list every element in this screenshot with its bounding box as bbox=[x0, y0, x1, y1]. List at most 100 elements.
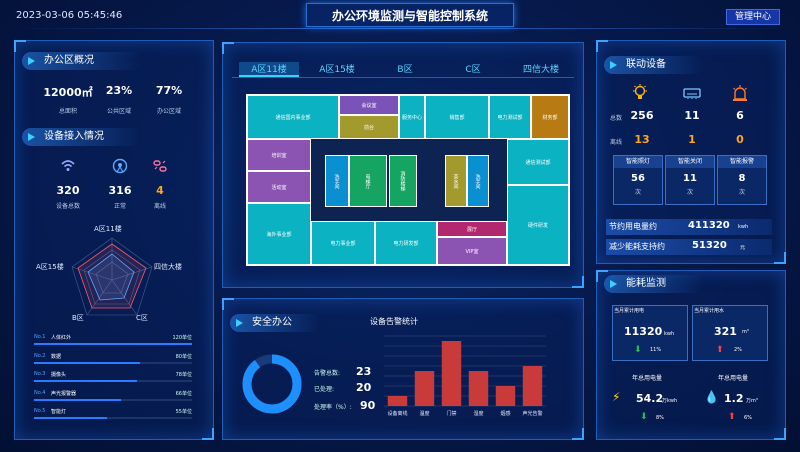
section-arrow-icon bbox=[28, 133, 35, 141]
card-header: 智能照灯 bbox=[614, 156, 662, 168]
tab-b[interactable]: B区 bbox=[397, 65, 413, 75]
ranking-no: No.2 bbox=[34, 352, 46, 359]
category-label: 湿度 bbox=[473, 410, 483, 417]
smart-light-card[interactable]: 智能照灯 56 次 bbox=[613, 155, 663, 205]
office-stat-label: 总面积 bbox=[58, 108, 77, 115]
room-tile[interactable]: 消防楼梯 bbox=[389, 155, 417, 207]
office-stat-label: 办公区域 bbox=[156, 108, 181, 115]
room-tile[interactable]: 活动室 bbox=[247, 171, 311, 203]
ac-total-value: 11 bbox=[684, 109, 700, 122]
ranking-row: No.1 人体红外 120单位 bbox=[34, 334, 192, 348]
monthly-water-card bbox=[692, 305, 768, 361]
card-change: 11% bbox=[650, 347, 662, 353]
ranking-track bbox=[34, 417, 192, 419]
annual-label: 年总用电量 bbox=[718, 375, 749, 382]
up-arrow-icon: ⬆ bbox=[728, 412, 736, 422]
radar-label: 四信大楼 bbox=[154, 263, 182, 271]
room-tile[interactable]: 电力研发部 bbox=[375, 221, 437, 265]
ranking-row: No.3 摄像头 78单位 bbox=[34, 371, 192, 385]
saving-row bbox=[606, 239, 772, 255]
light-bulb-icon bbox=[633, 84, 647, 99]
room-tile[interactable]: 培训室 bbox=[247, 139, 311, 171]
ranking-no: No.1 bbox=[34, 334, 46, 340]
ranking-name: 声光报警器 bbox=[51, 390, 77, 397]
saving-unit: 元 bbox=[740, 245, 746, 251]
device-normal-label: 正常 bbox=[113, 203, 126, 210]
smart-alarm-card[interactable]: 智能报警 8 次 bbox=[717, 155, 767, 205]
annual-change: 8% bbox=[656, 415, 664, 421]
offline-row-label: 离线 bbox=[610, 139, 623, 146]
ranking-no: No.4 bbox=[34, 389, 46, 396]
bar bbox=[387, 396, 408, 406]
room-tile[interactable]: 电梯厅 bbox=[349, 155, 387, 207]
water-drop-icon: 💧 bbox=[704, 390, 719, 404]
office-overview-label: 办公区概况 bbox=[44, 55, 94, 66]
saving-row bbox=[606, 219, 772, 235]
annual-change: 6% bbox=[744, 415, 752, 421]
alarm-light-icon bbox=[733, 85, 747, 101]
room-tile[interactable]: 电力事业部 bbox=[311, 221, 375, 265]
left-panel bbox=[14, 40, 214, 440]
annual-value: 1.2 bbox=[724, 392, 744, 405]
ranking-row: No.5 智能灯 55单位 bbox=[34, 408, 192, 422]
room-tile[interactable]: 通信测试部 bbox=[507, 139, 569, 185]
card-header: 当月累计用电 bbox=[614, 308, 645, 314]
rate-value: 90 bbox=[360, 399, 376, 412]
down-arrow-icon: ⬇ bbox=[640, 412, 648, 422]
room-tile[interactable]: 销售部 bbox=[425, 95, 489, 139]
ranking-no: No.5 bbox=[34, 408, 46, 414]
bar bbox=[468, 371, 489, 406]
room-tile[interactable]: 茶水间 bbox=[445, 155, 467, 207]
room-tile[interactable]: 电力测试部 bbox=[489, 95, 531, 139]
ranking-row: No.2 数据 80单位 bbox=[34, 353, 192, 367]
alarm-total-device-value: 6 bbox=[736, 109, 744, 122]
air-conditioner-icon bbox=[683, 88, 701, 99]
card-value: 56 bbox=[631, 173, 645, 184]
tab-sixin[interactable]: 四信大楼 bbox=[522, 65, 559, 75]
tab-a11[interactable]: A区11楼 bbox=[239, 62, 299, 77]
room-tile[interactable]: VIP室 bbox=[437, 237, 507, 265]
category-label: 设备离线 bbox=[387, 410, 407, 417]
device-total-label: 设备总数 bbox=[55, 203, 80, 210]
room-tile[interactable]: 会议室 bbox=[339, 95, 399, 115]
room-tile[interactable]: 展厅 bbox=[437, 221, 507, 237]
energy-title: 能耗监测 bbox=[604, 275, 704, 293]
category-label: 烟感 bbox=[500, 410, 510, 417]
radar-label: A区15楼 bbox=[36, 263, 64, 271]
ranking-row: No.4 声光报警器 66单位 bbox=[34, 390, 192, 404]
saving-value: 411320 bbox=[688, 220, 730, 231]
smart-close-card[interactable]: 智能关闭 11 次 bbox=[665, 155, 715, 205]
ranking-no: No.3 bbox=[34, 371, 46, 377]
office-stat-value: 12000㎡ bbox=[43, 86, 93, 99]
device-offline-label: 离线 bbox=[153, 203, 166, 210]
radar-chart bbox=[71, 237, 153, 316]
room-tile[interactable]: 前台 bbox=[339, 115, 399, 139]
office-overview-title: 办公区概况 bbox=[22, 52, 142, 70]
office-stat-value: 23% bbox=[105, 84, 133, 97]
tab-c[interactable]: C区 bbox=[465, 65, 481, 75]
chart-title: 设备告警统计 bbox=[370, 317, 418, 326]
room-tile[interactable]: 洗手间 bbox=[325, 155, 349, 207]
section-arrow-icon bbox=[610, 61, 617, 69]
page-title: 办公环境监测与智能控制系统 bbox=[331, 9, 488, 23]
ranking-bar bbox=[34, 398, 121, 401]
card-value: 321 bbox=[714, 325, 737, 338]
category-label: 门禁 bbox=[446, 410, 456, 417]
lightning-icon: ⚡ bbox=[612, 390, 621, 404]
handled-value: 20 bbox=[356, 381, 372, 394]
room-tile[interactable]: 通信国内事业部 bbox=[247, 95, 339, 139]
ranking-value: 120单位 bbox=[172, 335, 192, 341]
saving-unit: kwh bbox=[738, 224, 749, 230]
card-value: 8 bbox=[738, 173, 746, 184]
tab-underline-rule bbox=[232, 77, 574, 78]
safety-title: 安全办公 bbox=[230, 314, 320, 332]
room-tile[interactable]: 硬件研发 bbox=[507, 185, 569, 265]
room-tile[interactable]: 洗手间 bbox=[467, 155, 489, 207]
room-tile[interactable]: 财务部 bbox=[531, 95, 569, 139]
tab-a15[interactable]: A区15楼 bbox=[319, 65, 355, 75]
admin-center-button[interactable]: 管理中心 bbox=[726, 9, 780, 25]
room-tile[interactable]: 服务中心 bbox=[399, 95, 425, 139]
rate-label: 处理率（%）: bbox=[314, 404, 352, 411]
room-tile[interactable]: 海外事业部 bbox=[247, 203, 311, 265]
alarm-offline-value: 0 bbox=[736, 133, 744, 146]
